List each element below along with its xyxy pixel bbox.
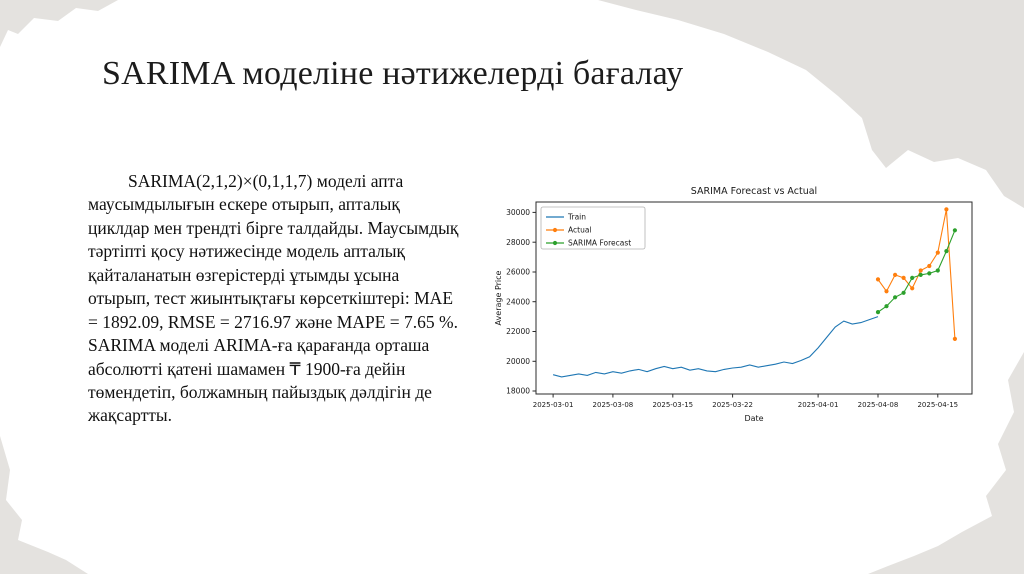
series-marker — [875, 277, 881, 282]
sarima-chart: 18000 20000 22000 24000 26000 28000 30000 2025-… — [492, 182, 984, 427]
y-tick-label: 22000 — [506, 327, 530, 336]
x-tick-label: 2025-03-15 — [652, 401, 693, 409]
series-marker — [944, 249, 949, 254]
series-marker — [918, 268, 923, 273]
series-marker — [893, 295, 898, 300]
series-marker — [952, 228, 957, 233]
series-marker — [918, 272, 923, 277]
series-line-train — [552, 316, 879, 378]
y-tick-label: 24000 — [506, 297, 530, 306]
series-line-actual — [877, 209, 956, 339]
series-marker — [893, 272, 898, 277]
chart-ylabel: Average Price — [494, 270, 503, 325]
x-tick-label: 2025-04-15 — [917, 401, 958, 409]
x-tick-label: 2025-03-01 — [533, 401, 574, 409]
y-tick-label: 18000 — [506, 387, 530, 396]
legend-label: Train — [567, 213, 586, 222]
page-title: SARIMA моделіне нәтижелерді бағалау — [102, 55, 684, 92]
series-marker — [952, 336, 957, 341]
chart-svg: 18000 20000 22000 24000 26000 28000 30000 2025-… — [494, 186, 973, 423]
series-marker — [910, 286, 915, 291]
legend-label: Actual — [568, 226, 592, 235]
y-tick-label: 20000 — [506, 357, 530, 366]
series-line-sarima-forecast — [877, 230, 956, 313]
legend-label: SARIMA Forecast — [568, 239, 631, 248]
chart-title: SARIMA Forecast vs Actual — [691, 186, 817, 197]
chart-legend — [540, 206, 646, 250]
series-marker — [944, 207, 949, 212]
x-tick-label: 2025-03-22 — [712, 401, 753, 409]
series-marker — [935, 268, 940, 273]
y-tick-label: 30000 — [506, 208, 530, 217]
series-marker — [884, 304, 889, 309]
legend-marker-sample — [552, 227, 558, 233]
series-marker — [927, 271, 932, 276]
legend-marker-sample — [552, 240, 558, 246]
x-tick-label: 2025-04-01 — [798, 401, 839, 409]
series-marker — [884, 289, 889, 294]
series-marker — [927, 263, 932, 269]
y-tick-label: 26000 — [506, 268, 530, 277]
series-marker — [901, 275, 906, 280]
series-marker — [875, 310, 881, 315]
series-marker — [901, 290, 906, 295]
x-tick-label: 2025-04-08 — [858, 401, 899, 409]
chart-xlabel: Date — [744, 414, 763, 423]
series-marker — [910, 275, 915, 280]
series-marker — [935, 250, 940, 255]
body-text: SARIMA(2,1,2)×(0,1,1,7) моделі апта маус… — [88, 171, 459, 426]
y-tick-label: 28000 — [506, 238, 530, 247]
x-tick-label: 2025-03-08 — [593, 401, 634, 409]
